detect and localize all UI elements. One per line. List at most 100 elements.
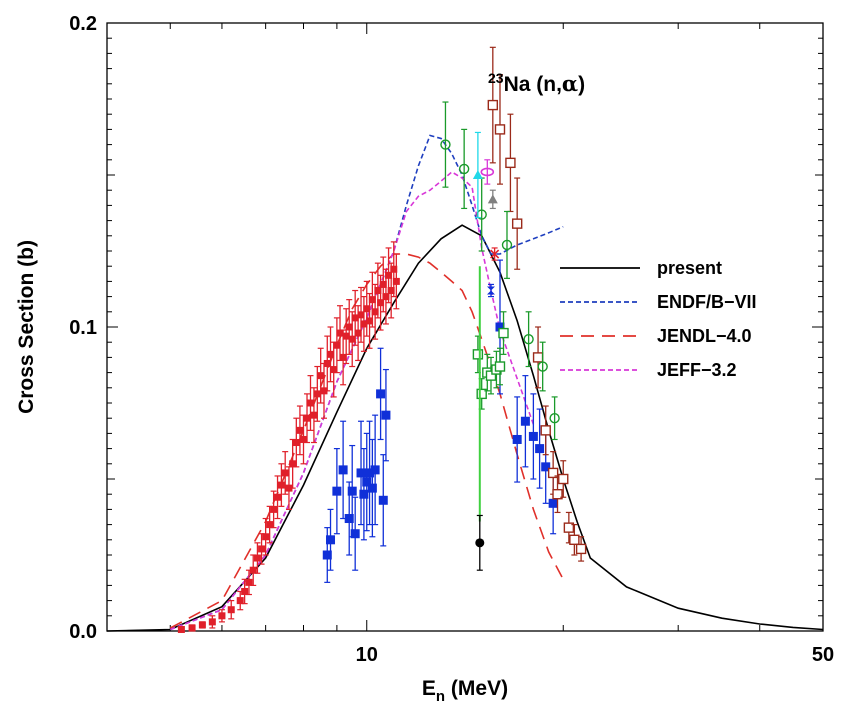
data-point — [281, 469, 289, 477]
data-point — [379, 280, 387, 288]
data-point — [480, 167, 495, 177]
tick-marks — [106, 22, 824, 632]
data-point — [322, 550, 332, 560]
data-point — [535, 444, 545, 454]
series-magenta-ellipse — [480, 159, 495, 185]
data-point — [306, 399, 314, 407]
data-point — [356, 468, 366, 478]
data-point — [363, 305, 371, 313]
x-axis-title: En (MeV) — [422, 677, 508, 705]
data-point — [541, 462, 551, 472]
curve-present — [106, 224, 824, 632]
series-black-point — [475, 514, 485, 571]
legend-label: JEFF−3.2 — [657, 360, 737, 380]
data-point — [558, 473, 569, 485]
legend: present ENDF/B−VII JENDL−4.0 JEFF−3.2 — [560, 258, 757, 380]
data-point — [374, 287, 382, 295]
data-point — [338, 465, 348, 475]
data-point — [360, 320, 368, 328]
tick-labels: 0.0 0.1 0.2 10 50 — [69, 13, 834, 666]
data-point — [299, 435, 307, 443]
data-point — [440, 139, 451, 150]
data-point — [563, 522, 575, 533]
data-point — [512, 434, 522, 444]
data-point — [332, 486, 342, 496]
data-point — [392, 277, 400, 285]
data-point — [289, 460, 297, 468]
data-point — [476, 388, 487, 400]
data-point — [376, 389, 386, 399]
data-point — [262, 533, 270, 541]
data-point — [333, 341, 341, 349]
data-point — [365, 468, 375, 478]
data-point — [317, 372, 325, 380]
data-point — [258, 545, 266, 553]
data-point — [347, 486, 357, 496]
model-curves — [106, 134, 824, 632]
data-point — [475, 538, 485, 548]
curve-jendl-4-0 — [169, 253, 564, 629]
data-point — [344, 514, 354, 524]
data-point — [552, 489, 563, 500]
data-point — [310, 411, 318, 419]
data-point — [227, 606, 235, 614]
data-point — [323, 359, 331, 367]
series-brown-open-squares — [487, 46, 587, 562]
series-cyan-point — [472, 131, 483, 219]
data-point — [245, 578, 253, 586]
data-point — [218, 612, 226, 620]
data-point — [339, 353, 347, 361]
data-point — [382, 293, 390, 301]
data-point — [495, 322, 505, 332]
data-point — [326, 535, 336, 545]
data-point — [348, 335, 356, 343]
data-point — [292, 439, 300, 447]
x-axis-main: E — [422, 677, 436, 700]
series-blue-squares — [322, 259, 558, 583]
data-point — [511, 218, 523, 229]
data-point — [486, 286, 495, 295]
title-isotope: 23 — [488, 70, 504, 86]
data-point — [336, 329, 344, 337]
data-point — [371, 308, 379, 316]
series-green-open-squares — [472, 311, 509, 410]
x-axis-sub: n — [436, 688, 445, 705]
data-point — [266, 521, 274, 529]
x-axis-unit: (MeV) — [445, 677, 508, 700]
data-point — [362, 477, 372, 487]
data-point — [296, 426, 304, 434]
data-point — [327, 350, 335, 358]
data-point — [532, 352, 544, 363]
data-point — [569, 534, 580, 545]
data-point — [274, 493, 282, 501]
data-point — [494, 124, 506, 135]
title-close: ) — [578, 73, 585, 96]
data-point — [377, 299, 385, 307]
y-axis-title: Cross Section (b) — [15, 240, 38, 414]
legend-label: ENDF/B−VII — [657, 292, 757, 312]
data-point — [523, 333, 534, 345]
chart-title: 23Na (n,α) — [488, 70, 585, 96]
data-point — [357, 311, 365, 319]
x-tick-label: 50 — [812, 644, 834, 666]
data-point — [381, 410, 391, 420]
data-point — [575, 543, 587, 555]
measurement-points — [177, 46, 587, 633]
series-red-x — [490, 247, 500, 261]
curve-endf-b-vii — [170, 134, 564, 631]
data-point — [368, 296, 376, 304]
data-point — [249, 566, 257, 574]
data-point — [236, 597, 244, 605]
data-point — [490, 249, 500, 259]
data-point — [387, 287, 395, 295]
data-point — [342, 332, 350, 340]
data-point — [345, 323, 353, 331]
data-point — [520, 416, 530, 426]
data-point — [472, 170, 483, 179]
data-point — [487, 194, 498, 204]
data-point — [330, 366, 338, 374]
x-tick-label: 10 — [356, 644, 378, 666]
data-point — [270, 505, 278, 513]
data-point — [367, 483, 377, 493]
